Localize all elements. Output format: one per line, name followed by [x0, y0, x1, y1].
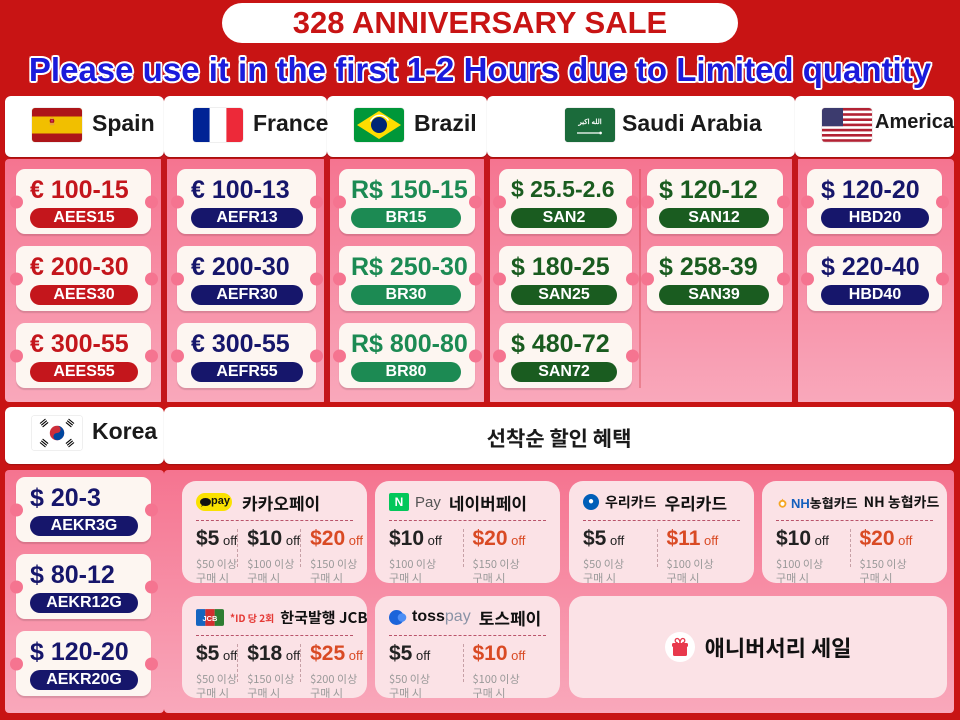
svg-text:JCB: JCB — [203, 613, 219, 622]
svg-text:الله اكبر: الله اكبر — [577, 118, 601, 126]
